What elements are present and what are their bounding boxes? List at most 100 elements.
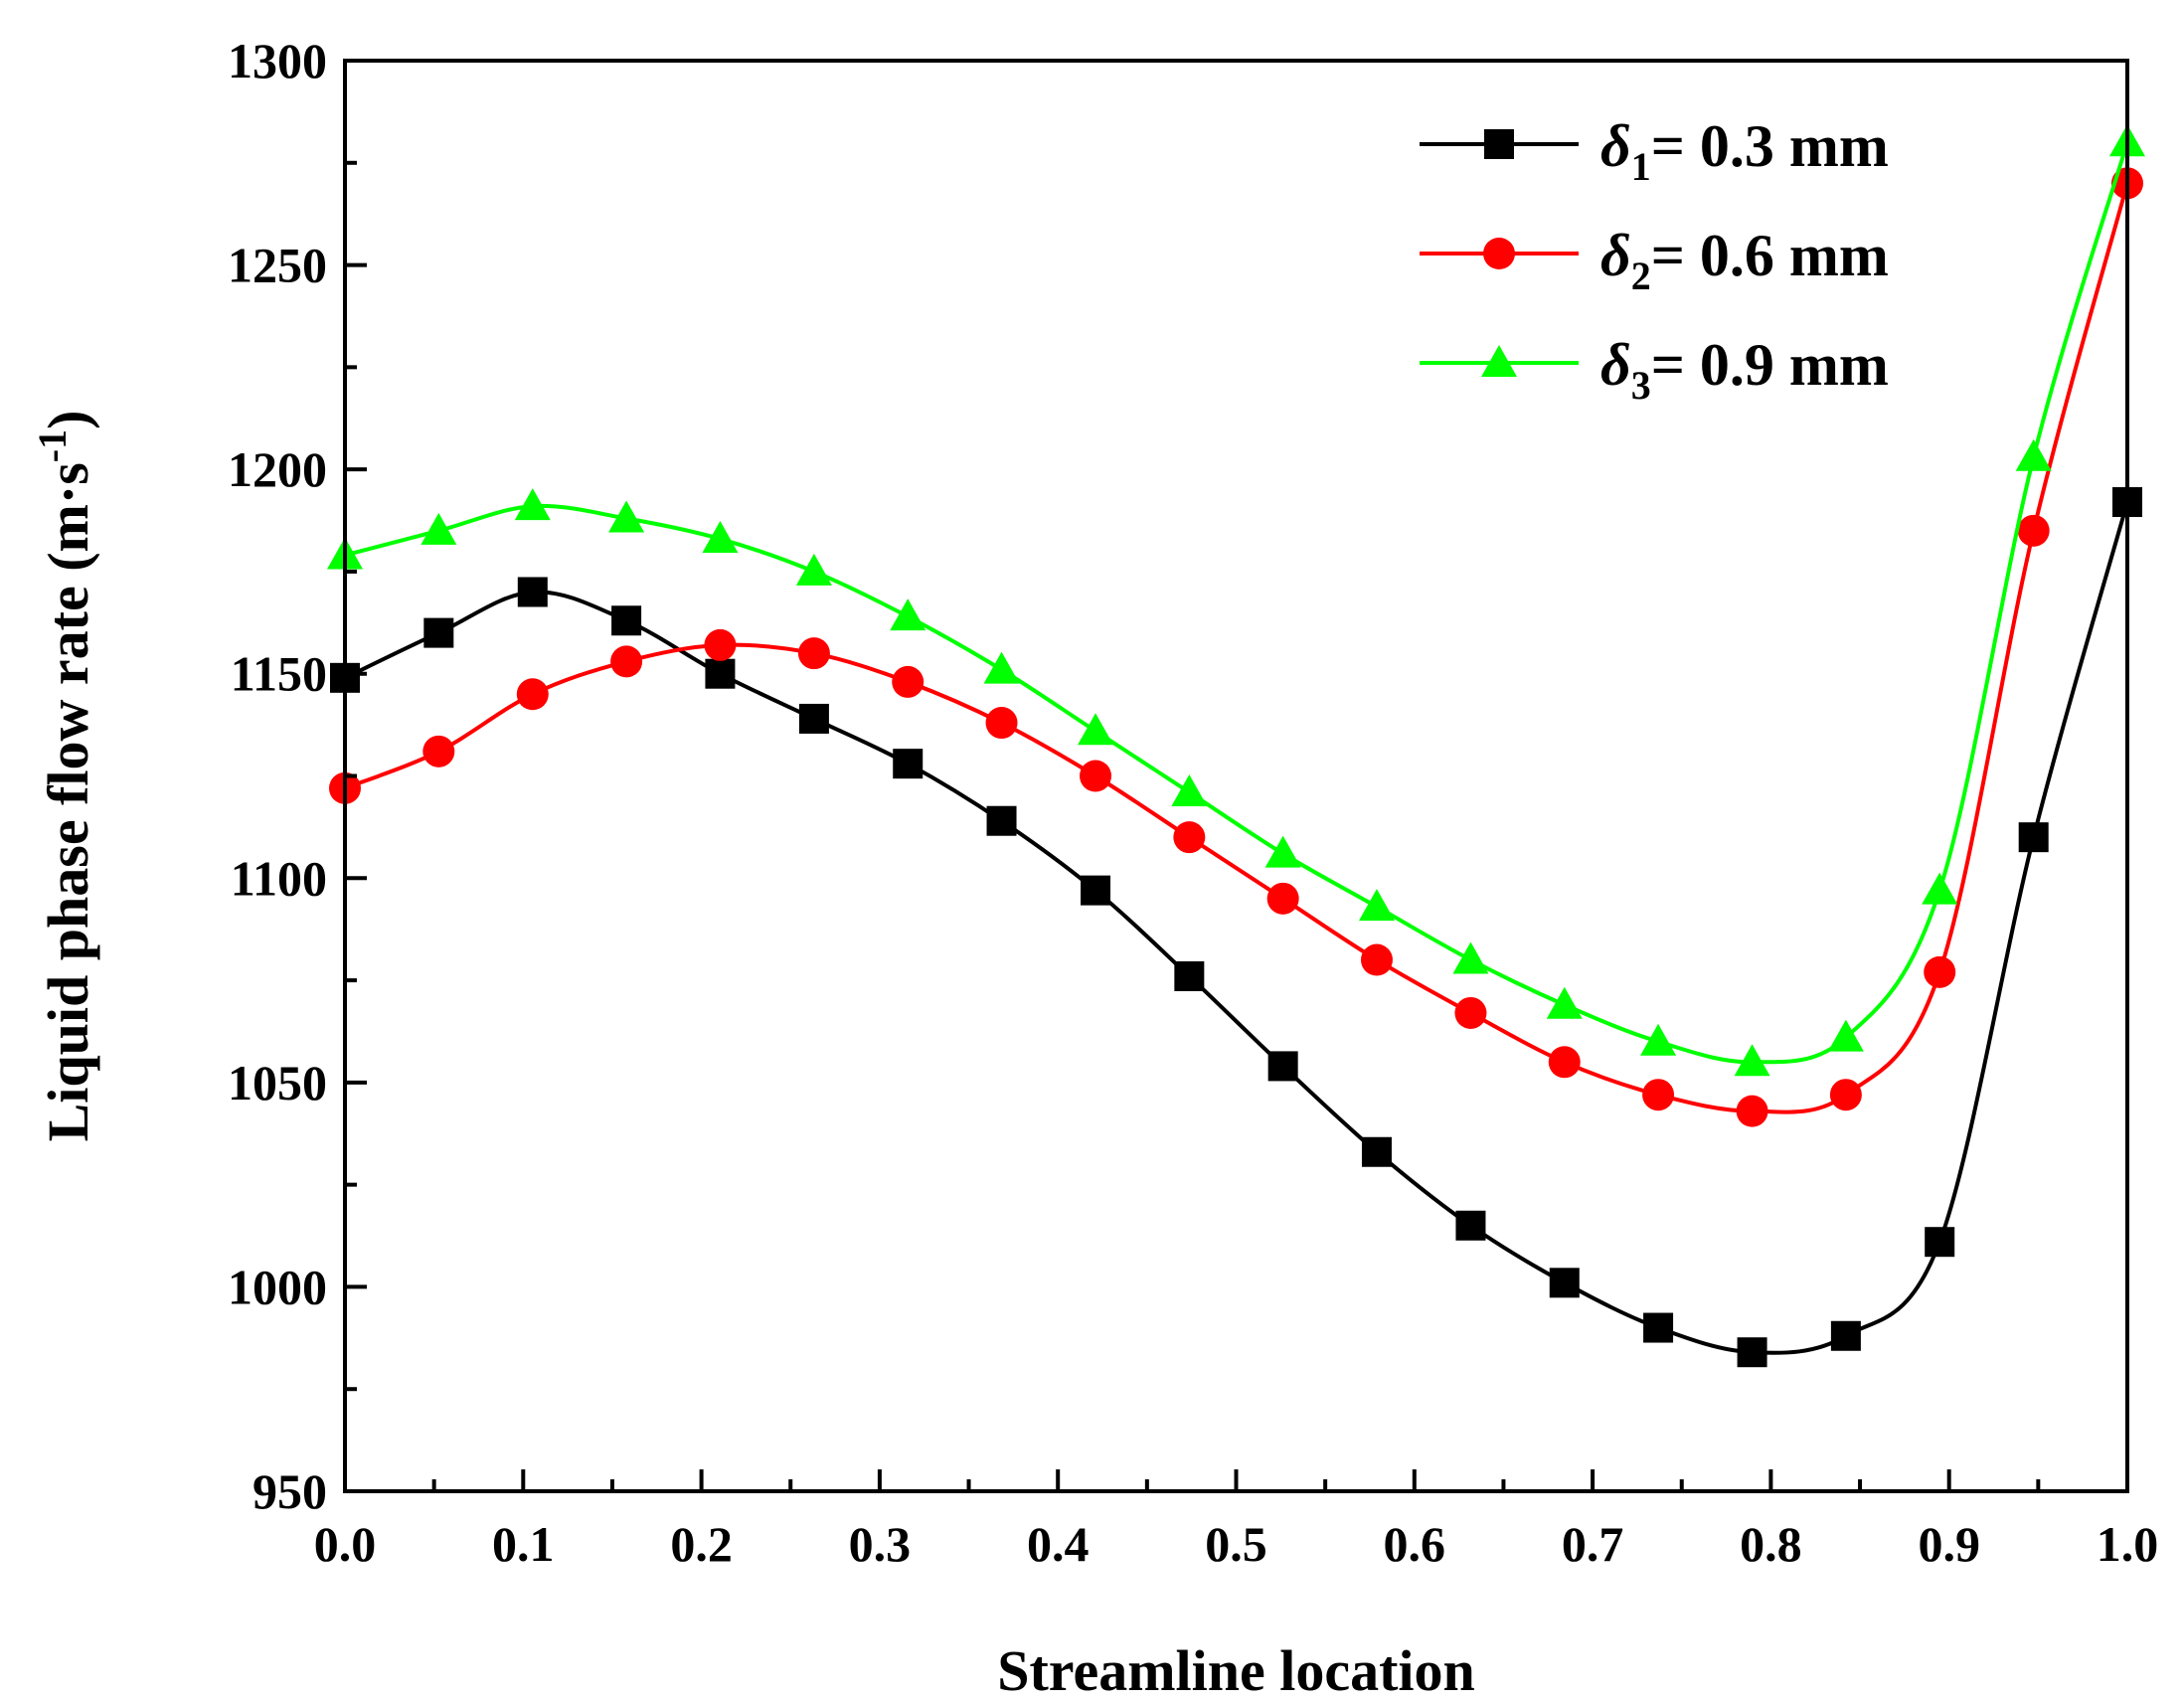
data-point	[1266, 882, 1299, 915]
y-tick-label: 1200	[228, 441, 327, 497]
x-tick-label: 0.4	[1027, 1516, 1090, 1572]
data-point	[705, 658, 736, 689]
data-point	[514, 488, 551, 521]
x-tick-label: 0.8	[1740, 1516, 1802, 1572]
x-tick-label: 1.0	[2097, 1516, 2159, 1572]
legend-marker	[1481, 345, 1517, 377]
legend-item-2: δ2= 0.6 mm	[1420, 223, 1889, 298]
data-point	[517, 577, 548, 607]
data-point	[983, 651, 1020, 684]
data-point	[1174, 960, 1205, 991]
data-point	[423, 617, 454, 648]
legend-item-3: δ3= 0.9 mm	[1420, 332, 1889, 408]
data-point	[1737, 1337, 1767, 1368]
data-point	[893, 749, 924, 779]
data-point	[1827, 1019, 1864, 1052]
x-tick-label: 0.3	[849, 1516, 912, 1572]
legend-marker	[1483, 238, 1515, 269]
data-point	[2017, 514, 2050, 547]
x-tick-label: 0.7	[1562, 1516, 1624, 1572]
data-point	[611, 605, 642, 636]
x-axis-title: Streamline location	[997, 1638, 1475, 1703]
y-axis-title: Liquid phase flow rate (m·s-1)	[30, 411, 100, 1142]
data-point	[1830, 1320, 1861, 1351]
legend-subscript: 3	[1631, 363, 1651, 408]
data-point	[420, 512, 457, 545]
legend-symbol: δ	[1600, 332, 1631, 398]
data-point	[1734, 1044, 1770, 1077]
data-point	[797, 637, 830, 670]
data-point	[1925, 1227, 1955, 1258]
data-point	[1264, 835, 1301, 868]
data-point	[1922, 872, 1958, 905]
data-point	[2018, 822, 2049, 853]
y-tick-label: 1100	[231, 850, 327, 906]
x-tick-label: 0.6	[1384, 1516, 1446, 1572]
series-1	[330, 487, 2142, 1368]
data-point	[1640, 1023, 1677, 1056]
legend-marker	[1484, 129, 1514, 159]
data-point	[1549, 1268, 1580, 1298]
data-point	[795, 553, 832, 586]
data-point	[1078, 713, 1114, 746]
data-point	[1360, 943, 1393, 976]
data-point	[1361, 1136, 1392, 1167]
y-axis-title-text: Liquid phase flow rate (m·s	[36, 462, 100, 1141]
data-point	[1546, 986, 1583, 1019]
series-layer	[327, 124, 2145, 1368]
y-tick-label: 1050	[228, 1055, 327, 1110]
data-point	[610, 645, 643, 678]
x-tick-label: 0.9	[1918, 1516, 1980, 1572]
x-tick-label: 0.2	[670, 1516, 733, 1572]
legend-subscript: 1	[1631, 144, 1651, 189]
y-tick-label: 1000	[228, 1259, 327, 1314]
data-point	[1454, 996, 1487, 1029]
data-point	[1642, 1079, 1675, 1111]
y-axis-title-close: )	[36, 411, 100, 429]
data-point	[608, 500, 645, 533]
data-point	[1267, 1051, 1298, 1082]
data-point	[702, 521, 739, 554]
data-point	[985, 707, 1018, 740]
y-tick-label: 1150	[231, 646, 327, 702]
data-point	[986, 805, 1017, 836]
data-point	[2015, 438, 2052, 471]
data-point	[1171, 773, 1208, 806]
y-tick-label: 1300	[228, 33, 327, 88]
data-point	[1173, 821, 1206, 854]
data-point	[798, 703, 829, 734]
x-tick-label: 0.5	[1205, 1516, 1267, 1572]
data-point	[890, 598, 926, 631]
series-line	[344, 182, 2129, 1114]
legend-value: = 0.3 mm	[1651, 113, 1889, 179]
data-point	[892, 665, 924, 698]
legend-subscript: 2	[1631, 254, 1651, 298]
data-point	[516, 678, 549, 711]
x-tick-label: 0.0	[314, 1516, 377, 1572]
x-tick-label: 0.1	[492, 1516, 555, 1572]
data-point	[704, 628, 737, 661]
tick-layer: 0.0 0.1 0.2 0.3 0.4 0.5 0.6 0.7 0.8 0.9 1.0 950 1000…	[228, 33, 2158, 1572]
series-2	[329, 167, 2143, 1127]
legend-label: δ2= 0.6 mm	[1600, 223, 1889, 298]
data-point	[1080, 760, 1112, 792]
data-point	[1924, 955, 1956, 988]
data-point	[1081, 875, 1111, 906]
legend-symbol: δ	[1600, 223, 1631, 288]
legend-label: δ1= 0.3 mm	[1600, 113, 1889, 189]
data-point	[1452, 941, 1489, 974]
data-point	[422, 735, 455, 767]
data-point	[1358, 889, 1395, 922]
y-tick-label: 950	[252, 1463, 327, 1519]
legend-value: = 0.6 mm	[1651, 223, 1889, 288]
legend-item-1: δ1= 0.3 mm	[1420, 113, 1889, 189]
data-point	[1829, 1079, 1862, 1111]
legend-value: = 0.9 mm	[1651, 332, 1889, 398]
legend-symbol: δ	[1600, 113, 1631, 179]
y-axis-title-superscript: -1	[30, 429, 75, 462]
data-point	[1643, 1312, 1674, 1343]
data-point	[1736, 1095, 1768, 1127]
legend-label: δ3= 0.9 mm	[1600, 332, 1889, 408]
